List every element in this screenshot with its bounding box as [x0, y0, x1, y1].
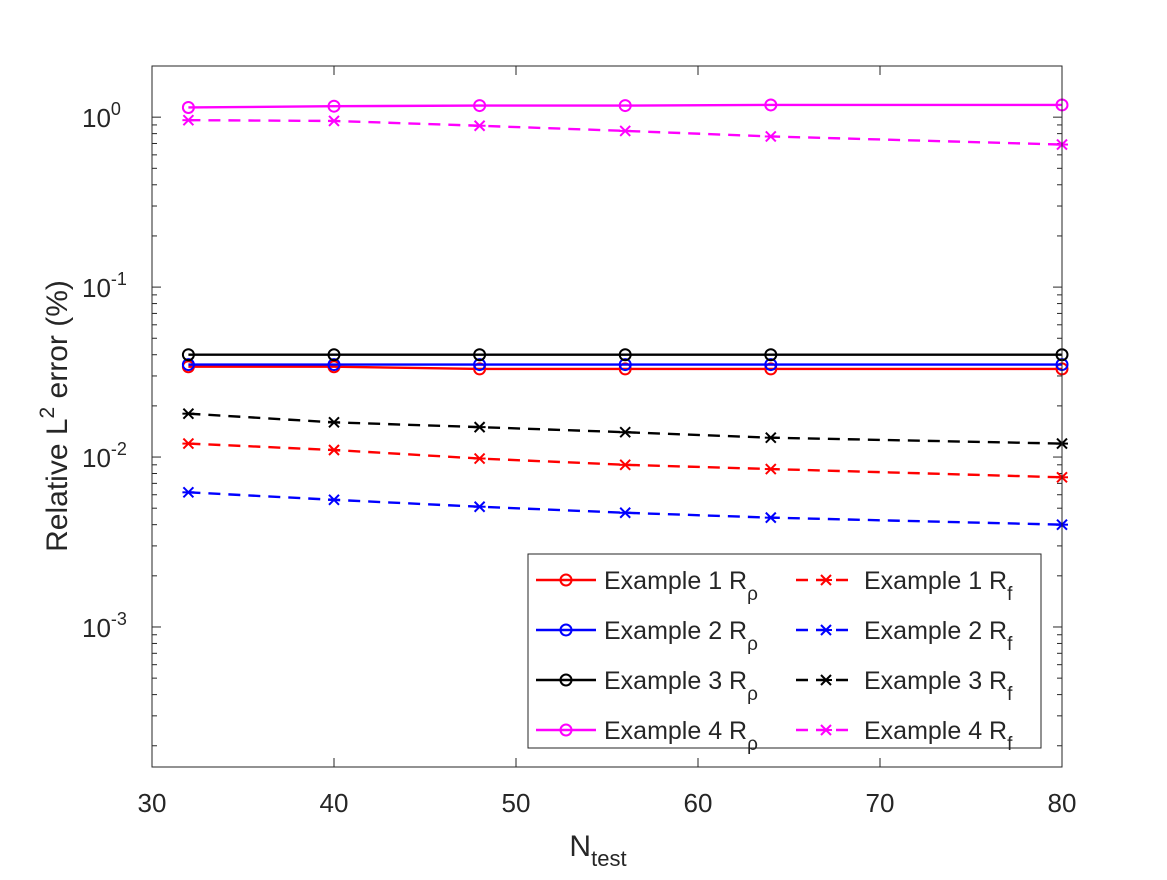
series-line	[188, 365, 1062, 371]
legend-item: Example 4 Rρ	[536, 717, 758, 755]
x-axis-label: Ntest	[569, 830, 626, 871]
data-point	[820, 624, 832, 636]
x-tick-label: 80	[1048, 788, 1077, 818]
series-example-3-r-f	[182, 407, 1068, 450]
legend-label: Example 2 Rf	[864, 617, 1013, 655]
series-example-4-r-f	[182, 114, 1068, 151]
x-tick-label: 30	[138, 788, 167, 818]
data-point	[618, 348, 632, 362]
data-point	[473, 452, 486, 465]
legend-label: Example 3 Rρ	[604, 667, 758, 705]
series-line	[188, 491, 1063, 526]
legend-item: Example 2 Rf	[796, 617, 1013, 655]
data-point	[764, 511, 777, 524]
legend-label: Example 4 Rf	[864, 717, 1013, 755]
data-point	[764, 358, 778, 372]
legend-label: Example 4 Rρ	[604, 717, 758, 755]
legend-item: Example 4 Rf	[796, 717, 1013, 755]
data-point	[619, 507, 632, 519]
data-point	[182, 407, 195, 420]
data-point	[559, 723, 573, 737]
data-point	[764, 348, 778, 362]
x-tick-label: 40	[320, 788, 349, 818]
data-point	[473, 501, 486, 513]
data-point	[473, 120, 486, 132]
series-line	[188, 103, 1062, 109]
data-point	[764, 431, 777, 444]
data-point	[473, 421, 486, 433]
legend-label: Example 1 Rρ	[604, 567, 758, 605]
data-point	[473, 358, 487, 372]
y-tick-label: 10-3	[82, 609, 127, 643]
series-layer	[181, 98, 1069, 531]
x-tick-label: 70	[866, 788, 895, 818]
y-tick-label: 10-1	[82, 269, 127, 303]
series-example-1-r-f	[182, 437, 1068, 484]
series-example-2-r-rho	[181, 358, 1069, 372]
data-point	[327, 358, 341, 372]
data-point	[559, 573, 573, 587]
legend-label: Example 1 Rf	[864, 567, 1013, 605]
data-point	[618, 358, 632, 372]
data-point	[182, 437, 195, 450]
data-point	[327, 99, 341, 113]
series-line	[188, 118, 1063, 146]
data-point	[328, 444, 340, 456]
data-point	[182, 486, 195, 499]
data-point	[820, 574, 832, 586]
legend-item: Example 1 Rρ	[536, 567, 758, 605]
data-point	[559, 673, 573, 687]
legend: Example 1 Rρ Example 2 Rρ Example 3 Rρ Exam…	[527, 553, 1042, 755]
data-point	[619, 125, 632, 137]
data-point	[328, 115, 340, 127]
x-tick-label: 60	[684, 788, 713, 818]
data-point	[764, 98, 778, 112]
series-line	[188, 442, 1063, 479]
x-axis: 30 40 50 60 70 80	[138, 66, 1077, 818]
data-point	[181, 358, 195, 372]
series-line	[188, 412, 1063, 445]
data-point	[328, 416, 340, 429]
data-point	[820, 724, 832, 736]
legend-item: Example 1 Rf	[796, 567, 1013, 605]
y-axis: 10-3 10-2 10-1 100	[82, 65, 1062, 747]
data-point	[619, 459, 632, 471]
data-point	[328, 494, 340, 506]
series-example-2-r-f	[182, 486, 1068, 531]
data-point	[181, 100, 195, 114]
legend-label: Example 2 Rρ	[604, 617, 758, 655]
series-example-3-r-rho	[181, 348, 1069, 362]
legend-item: Example 3 Rρ	[536, 667, 758, 705]
legend-box	[527, 553, 1042, 749]
data-point	[618, 99, 632, 113]
y-tick-label: 100	[82, 99, 121, 133]
plot-frame	[151, 65, 1063, 768]
data-point	[559, 623, 573, 637]
data-point	[473, 348, 487, 362]
y-tick-label: 10-2	[82, 439, 127, 473]
data-point	[764, 130, 777, 143]
data-point	[327, 348, 341, 362]
data-point	[764, 463, 777, 475]
legend-item: Example 3 Rf	[796, 667, 1013, 705]
data-point	[182, 114, 195, 126]
data-point	[820, 674, 832, 686]
data-point	[181, 348, 195, 362]
data-point	[619, 426, 632, 438]
data-point	[473, 99, 487, 113]
legend-label: Example 3 Rf	[864, 667, 1013, 705]
y-axis-label: Relative L2 error (%)	[36, 280, 74, 552]
legend-item: Example 2 Rρ	[536, 617, 758, 655]
x-tick-label: 50	[502, 788, 531, 818]
